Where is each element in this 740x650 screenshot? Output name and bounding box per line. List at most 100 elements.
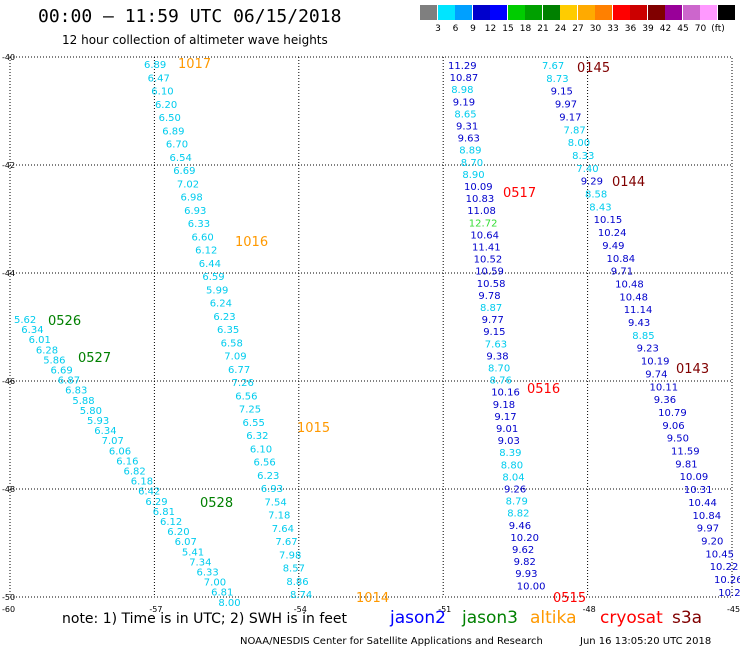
track-cryosat-value: 9.82 [514, 557, 536, 568]
lon-tick-label: -51 [438, 605, 451, 614]
track-altika-value: 6.89 [162, 126, 184, 137]
track-cryosat-value: 9.38 [486, 351, 508, 362]
track-altika-value: 6.23 [257, 471, 279, 482]
colorbar-label: 36 [624, 24, 637, 34]
track-cryosat-value: 12.72 [469, 218, 498, 229]
track-altika-value: 7.26 [232, 378, 254, 389]
track-s3a-value: 10.48 [619, 292, 648, 303]
track-s3a-value: 7.87 [564, 125, 586, 136]
track-cryosat-value: 8.04 [502, 472, 524, 483]
track-cryosat-value: 9.26 [504, 485, 526, 496]
pass-label: 0144 [612, 175, 645, 190]
lat-tick-label: -42 [2, 161, 15, 170]
colorbar-swatch [472, 5, 490, 20]
colorbar-swatch [630, 5, 647, 20]
track-cryosat-value: 9.62 [512, 545, 534, 556]
track-jason3-value: 6.82 [124, 467, 146, 478]
track-s3a-value: 9.74 [645, 369, 667, 380]
pass-label: 1014 [356, 591, 389, 606]
pass-label: 0516 [527, 382, 560, 397]
track-jason3-value: 5.62 [14, 315, 36, 326]
track-jason3-value: 6.16 [116, 456, 138, 467]
colorbar-swatch [700, 5, 717, 20]
track-cryosat-value: 9.17 [494, 412, 516, 423]
track-s3a-value: 10.79 [658, 408, 687, 419]
track-s3a-value: 11.14 [624, 305, 653, 316]
track-altika-value: 6.93 [261, 484, 283, 495]
track-cryosat-value: 11.29 [448, 61, 477, 72]
colorbar-label: 21 [537, 24, 549, 34]
track-jason3-value: 6.20 [167, 527, 189, 538]
track-altika-value: 7.67 [275, 537, 297, 548]
track-altika-value: 7.02 [177, 179, 199, 190]
lat-tick-label: -50 [2, 593, 15, 602]
colorbar-label: 15 [502, 24, 514, 34]
colorbar-label: 3 [435, 24, 441, 34]
colorbar-swatch [612, 5, 630, 20]
track-altika-value: 6.77 [228, 365, 250, 376]
track-altika-value: 5.99 [206, 285, 228, 296]
track-s3a-value: 8.33 [572, 151, 594, 162]
colorbar-label: 18 [519, 24, 532, 34]
track-cryosat-value: 10.20 [510, 533, 539, 544]
track-s3a-value: 10.24 [598, 228, 627, 239]
colorbar-label: 45 [677, 24, 689, 34]
track-s3a-value: 7.67 [542, 61, 564, 72]
track-jason3-value: 6.83 [65, 386, 87, 397]
track-s3a-value: 9.23 [637, 344, 659, 355]
track-jason3-value: 5.80 [80, 406, 102, 417]
track-jason3-value: 7.00 [204, 578, 226, 589]
track-cryosat-value: 10.00 [517, 581, 546, 592]
track-s3a-value: 8.73 [546, 74, 568, 85]
track-altika-value: 6.10 [250, 444, 272, 455]
track-cryosat-value: 9.63 [458, 134, 480, 145]
track-cryosat-value: 9.19 [453, 97, 475, 108]
track-s3a-value: 9.71 [611, 267, 633, 278]
track-s3a-value: 10.11 [650, 382, 679, 393]
pass-label: 1015 [297, 421, 330, 436]
track-cryosat-value: 10.64 [470, 230, 499, 241]
track-s3a-value: 9.43 [628, 318, 650, 329]
pass-label: 1017 [178, 57, 211, 72]
colorbar-label: (ft) [711, 24, 725, 34]
colorbar-swatch [525, 5, 542, 20]
track-cryosat-value: 8.39 [499, 448, 521, 459]
track-cryosat-value: 10.83 [466, 194, 495, 205]
track-jason3-value: 6.01 [29, 335, 51, 346]
track-jason3-value: 6.12 [160, 517, 182, 528]
colorbar-swatch [542, 5, 560, 20]
track-altika-value: 6.58 [221, 338, 243, 349]
track-jason3-value: 6.29 [145, 497, 167, 508]
track-altika-value: 8.57 [283, 564, 305, 575]
track-jason3-value: 6.28 [36, 345, 58, 356]
track-s3a-value: 10.09 [680, 472, 709, 483]
pass-label: 0527 [78, 351, 111, 366]
track-s3a-value: 8.43 [589, 202, 611, 213]
track-jason3-value: 6.18 [131, 477, 153, 488]
track-altika-value: 6.47 [148, 73, 170, 84]
pass-label: 0145 [577, 61, 610, 76]
colorbar-swatch [437, 5, 455, 20]
track-cryosat-value: 10.87 [450, 73, 479, 84]
track-jason3-value: 5.88 [72, 396, 94, 407]
track-cryosat-value: 10.52 [474, 255, 503, 266]
track-s3a-value: 10.48 [615, 279, 644, 290]
track-cryosat-value: 8.79 [506, 497, 528, 508]
colorbar-swatch [507, 5, 525, 20]
lon-tick-label: -60 [2, 605, 15, 614]
track-altika-value: 6.50 [159, 113, 181, 124]
colorbar-label: 12 [484, 24, 497, 34]
track-altika-value: 6.33 [188, 219, 210, 230]
lat-tick-label: -46 [2, 377, 15, 386]
track-s3a-value: 10.2 [718, 588, 740, 599]
track-s3a-value: 9.97 [697, 524, 719, 535]
track-cryosat-value: 7.63 [485, 339, 507, 350]
track-jason3-value: 6.07 [175, 537, 197, 548]
page-title: 00:00 – 11:59 UTC 06/15/2018 [38, 6, 342, 27]
colorbar-label: 9 [470, 24, 476, 34]
track-altika-value: 8.74 [290, 590, 312, 601]
track-s3a-value: 10.22 [710, 562, 739, 573]
page-subtitle: 12 hour collection of altimeter wave hei… [62, 33, 328, 47]
track-cryosat-value: 9.78 [478, 291, 500, 302]
track-s3a-value: 9.20 [701, 536, 723, 547]
